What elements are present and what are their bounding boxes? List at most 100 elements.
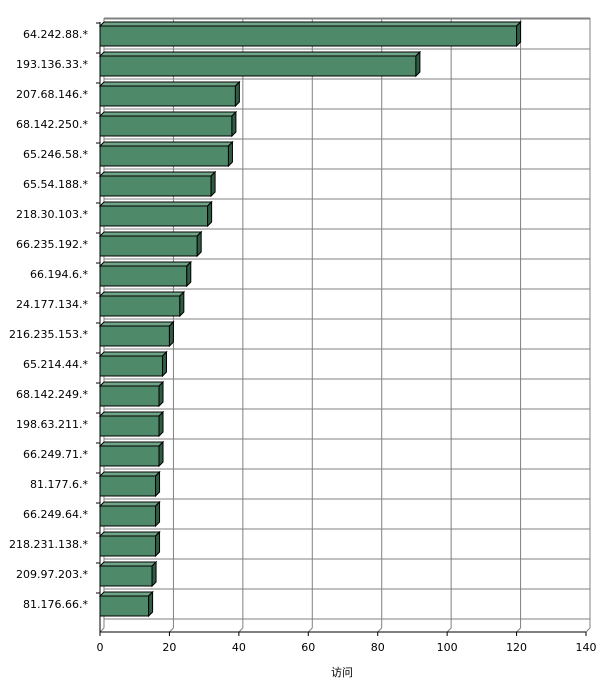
category-label-18: 209.97.203.* (16, 568, 88, 581)
bar-side-7 (196, 230, 202, 258)
bar-side-13 (158, 410, 164, 438)
bar-top-6 (98, 201, 213, 207)
bar-12 (99, 385, 160, 407)
bar-8 (99, 265, 188, 287)
x-tick-label-4: 80 (371, 641, 385, 654)
x-tick-label-0: 0 (97, 641, 104, 654)
bar-side-19 (148, 590, 154, 618)
bar-13 (99, 415, 160, 437)
category-label-19: 81.176.66.* (23, 598, 88, 611)
bar-top-16 (98, 501, 161, 507)
x-gridline-floor-2 (238, 627, 244, 633)
bar-top-14 (98, 441, 165, 447)
bar-side-3 (231, 110, 237, 138)
bar-11 (99, 355, 163, 377)
x-gridline-floor-0 (99, 627, 105, 633)
plot-area: 0 20 40 60 80 100 120 140 64.242.88.* 193.136.33.… (9, 17, 597, 654)
bar-side-4 (227, 140, 233, 168)
bar-top-8 (98, 261, 192, 267)
bar-10 (99, 325, 170, 347)
category-label-2: 207.68.146.* (16, 88, 88, 101)
category-label-4: 65.246.58.* (23, 148, 88, 161)
x-gridline-floor-4 (377, 627, 383, 633)
bar-top-0 (98, 21, 522, 27)
category-label-8: 66.194.6.* (30, 268, 88, 281)
bar-2 (99, 85, 236, 107)
x-gridline-floor-7 (585, 627, 591, 633)
bar-side-9 (179, 290, 185, 318)
bar-side-16 (155, 500, 161, 528)
bar-top-19 (98, 591, 154, 597)
bar-16 (99, 505, 157, 527)
bar-1 (99, 55, 417, 77)
bar-side-2 (234, 80, 240, 108)
bar-4 (99, 145, 229, 167)
bar-side-1 (415, 50, 421, 78)
bar-top-12 (98, 381, 165, 387)
x-tick-label-3: 60 (301, 641, 315, 654)
bar-top-1 (98, 51, 422, 57)
category-label-17: 218.231.138.* (9, 538, 88, 551)
category-label-10: 216.235.153.* (9, 328, 88, 341)
category-label-15: 81.177.6.* (30, 478, 88, 491)
bar-top-17 (98, 531, 161, 537)
bar-side-14 (158, 440, 164, 468)
bar-side-11 (161, 350, 167, 378)
bar-5 (99, 175, 212, 197)
bar-9 (99, 295, 181, 317)
x-tick-label-1: 20 (162, 641, 176, 654)
category-label-13: 198.63.211.* (16, 418, 88, 431)
bar-18 (99, 565, 153, 587)
bar-side-17 (155, 530, 161, 558)
bar-side-5 (210, 170, 216, 198)
bar-17 (99, 535, 157, 557)
bar-19 (99, 595, 150, 617)
bar-top-10 (98, 321, 175, 327)
category-label-5: 65.54.188.* (23, 178, 88, 191)
bar-side-15 (155, 470, 161, 498)
category-label-9: 24.177.134.* (16, 298, 88, 311)
x-tick-label-7: 140 (576, 641, 597, 654)
bar-side-0 (516, 20, 522, 48)
category-label-6: 218.30.103.* (16, 208, 88, 221)
category-label-0: 64.242.88.* (23, 28, 88, 41)
bar-top-7 (98, 231, 203, 237)
bar-side-10 (168, 320, 174, 348)
bar-top-18 (98, 561, 158, 567)
category-label-3: 68.142.250.* (16, 118, 88, 131)
x-tick-label-6: 120 (506, 641, 527, 654)
bar-top-2 (98, 81, 241, 87)
bar-top-9 (98, 291, 186, 297)
category-label-11: 65.214.44.* (23, 358, 88, 371)
category-label-1: 193.136.33.* (16, 58, 88, 71)
bar-top-11 (98, 351, 168, 357)
bar-top-13 (98, 411, 165, 417)
bar-top-15 (98, 471, 161, 477)
bar-side-8 (186, 260, 192, 288)
x-axis-title: 访问 (331, 666, 353, 679)
bar-side-6 (207, 200, 213, 228)
plot-back-wall (100, 18, 590, 632)
x-gridline-floor-5 (446, 627, 452, 633)
bar-3 (99, 115, 233, 137)
x-gridline-floor-6 (516, 627, 521, 633)
bar-6 (99, 205, 209, 227)
bar-side-18 (151, 560, 157, 588)
category-label-14: 66.249.71.* (23, 448, 88, 461)
bar-top-3 (98, 111, 238, 117)
category-label-12: 68.142.249.* (16, 388, 88, 401)
bar-7 (99, 235, 198, 257)
category-label-7: 66.235.192.* (16, 238, 88, 251)
bar-0 (99, 25, 518, 47)
x-gridline-floor-1 (169, 627, 174, 633)
bar-14 (99, 445, 160, 467)
x-tick-label-5: 100 (437, 641, 458, 654)
x-gridline-floor-3 (307, 627, 313, 633)
bar-side-12 (158, 380, 164, 408)
x-tick-label-2: 40 (232, 641, 246, 654)
bar-top-4 (98, 141, 234, 147)
category-label-16: 66.249.64.* (23, 508, 88, 521)
bar-15 (99, 475, 157, 497)
bar-top-5 (98, 171, 217, 177)
